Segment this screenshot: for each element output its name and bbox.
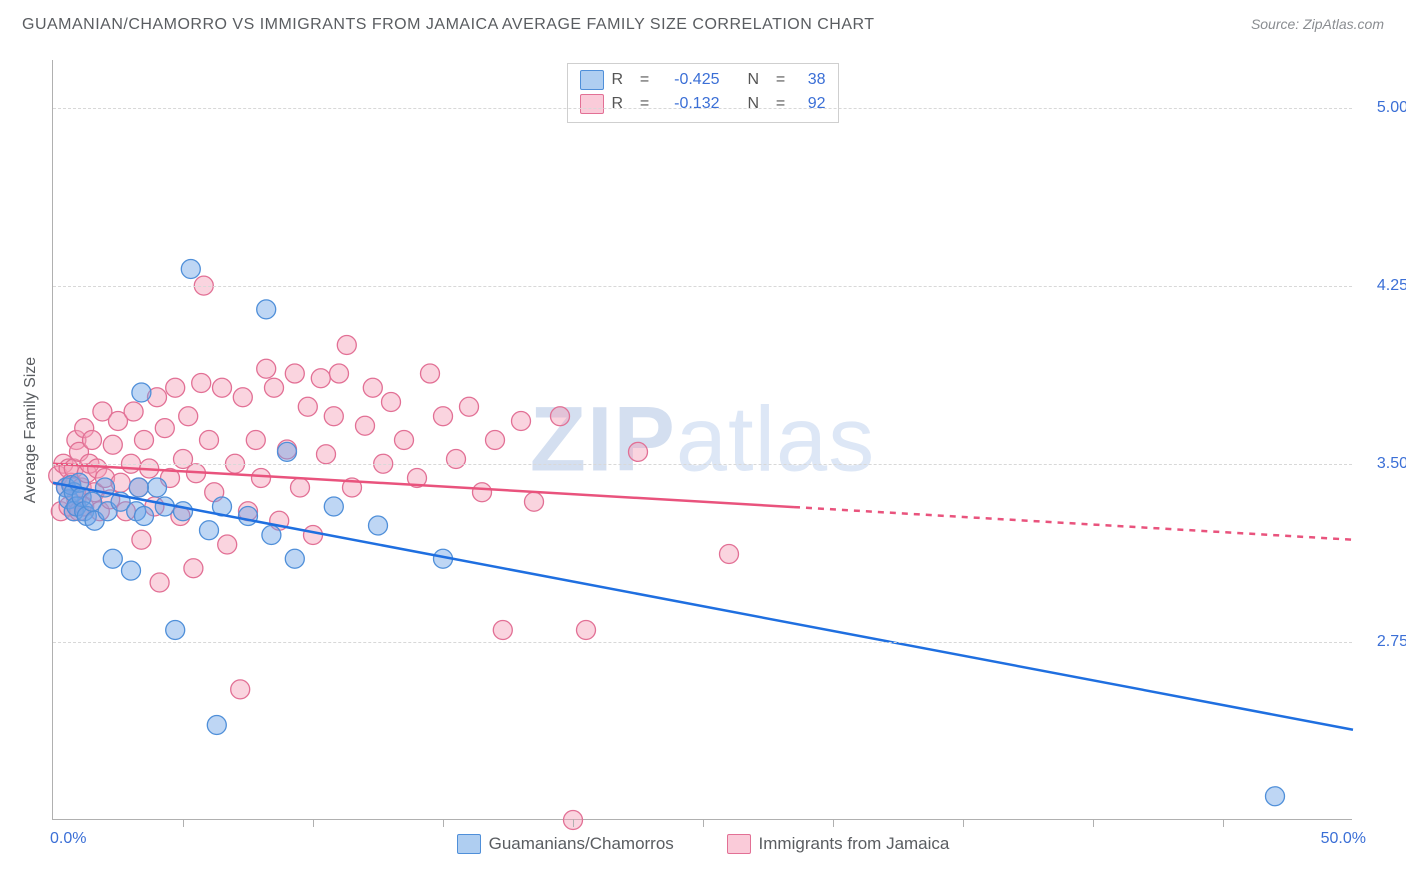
data-point <box>122 561 141 580</box>
data-point <box>363 378 382 397</box>
data-point <box>285 549 304 568</box>
chart-title: GUAMANIAN/CHAMORRO VS IMMIGRANTS FROM JA… <box>22 16 875 33</box>
data-point <box>135 431 154 450</box>
x-tick <box>443 819 444 827</box>
data-point <box>525 492 544 511</box>
plot-svg <box>53 60 1352 819</box>
data-point <box>155 419 174 438</box>
data-point <box>265 378 284 397</box>
gridline <box>53 108 1352 109</box>
data-point <box>434 407 453 426</box>
y-tick-label: 2.75 <box>1358 633 1406 651</box>
data-point <box>512 412 531 431</box>
legend-item-a: Guamanians/Chamorros <box>457 834 674 854</box>
data-point <box>473 483 492 502</box>
data-point <box>231 680 250 699</box>
legend-item-b: Immigrants from Jamaica <box>727 834 950 854</box>
data-point <box>207 716 226 735</box>
data-point <box>83 431 102 450</box>
data-point <box>200 521 219 540</box>
data-point <box>447 450 466 469</box>
data-point <box>181 260 200 279</box>
legend-label-b: Immigrants from Jamaica <box>759 834 950 854</box>
data-point <box>421 364 440 383</box>
data-point <box>148 478 167 497</box>
data-point <box>124 402 143 421</box>
series-legend: Guamanians/Chamorros Immigrants from Jam… <box>0 834 1406 859</box>
x-tick <box>833 819 834 827</box>
data-point <box>298 397 317 416</box>
data-point <box>330 364 349 383</box>
data-point <box>551 407 570 426</box>
x-tick <box>313 819 314 827</box>
data-point <box>257 359 276 378</box>
data-point <box>239 507 258 526</box>
legend-label-a: Guamanians/Chamorros <box>489 834 674 854</box>
data-point <box>257 300 276 319</box>
data-point <box>577 621 596 640</box>
data-point <box>262 526 281 545</box>
source-label: Source: ZipAtlas.com <box>1251 16 1384 32</box>
data-point <box>246 431 265 450</box>
data-point <box>233 388 252 407</box>
data-point <box>1266 787 1285 806</box>
data-point <box>629 442 648 461</box>
data-point <box>166 378 185 397</box>
x-tick <box>1093 819 1094 827</box>
data-point <box>486 431 505 450</box>
data-point <box>311 369 330 388</box>
data-point <box>291 478 310 497</box>
data-point <box>252 469 271 488</box>
y-axis-label: Average Family Size <box>22 357 40 503</box>
x-tick <box>1223 819 1224 827</box>
x-tick <box>703 819 704 827</box>
data-point <box>184 559 203 578</box>
data-point <box>132 383 151 402</box>
data-point <box>337 336 356 355</box>
data-point <box>356 416 375 435</box>
data-point <box>720 545 739 564</box>
data-point <box>324 407 343 426</box>
swatch-blue-icon <box>457 834 481 854</box>
x-tick <box>573 819 574 827</box>
data-point <box>324 497 343 516</box>
data-point <box>135 507 154 526</box>
data-point <box>317 445 336 464</box>
data-point <box>103 435 122 454</box>
x-tick <box>183 819 184 827</box>
data-point <box>493 621 512 640</box>
trend-line <box>794 507 1353 540</box>
data-point <box>213 378 232 397</box>
data-point <box>382 393 401 412</box>
y-tick-label: 4.25 <box>1358 277 1406 295</box>
data-point <box>192 374 211 393</box>
gridline <box>53 286 1352 287</box>
gridline <box>53 464 1352 465</box>
data-point <box>132 530 151 549</box>
data-point <box>460 397 479 416</box>
plot-area: ZIPatlas R= -0.425 N= 38 R= -0.132 N= 92… <box>52 60 1352 820</box>
gridline <box>53 642 1352 643</box>
data-point <box>304 526 323 545</box>
data-point <box>179 407 198 426</box>
y-tick-label: 5.00 <box>1358 99 1406 117</box>
data-point <box>129 478 148 497</box>
data-point <box>278 442 297 461</box>
x-tick <box>963 819 964 827</box>
data-point <box>285 364 304 383</box>
data-point <box>218 535 237 554</box>
data-point <box>174 502 193 521</box>
data-point <box>369 516 388 535</box>
data-point <box>150 573 169 592</box>
y-tick-label: 3.50 <box>1358 455 1406 473</box>
data-point <box>395 431 414 450</box>
data-point <box>200 431 219 450</box>
data-point <box>103 549 122 568</box>
swatch-pink-icon <box>727 834 751 854</box>
data-point <box>166 621 185 640</box>
